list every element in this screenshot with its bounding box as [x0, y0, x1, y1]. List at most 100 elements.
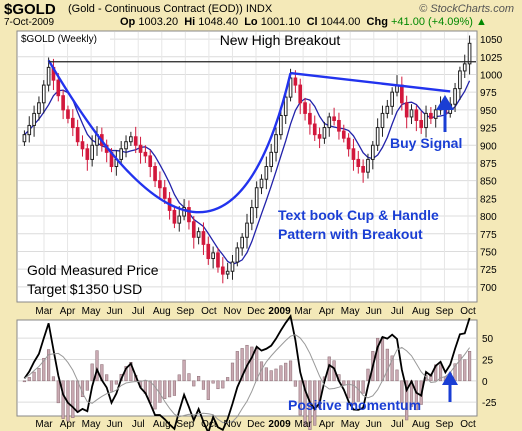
momentum-histogram-bar [385, 348, 389, 382]
momentum-histogram-bar [351, 380, 356, 406]
candle [337, 112, 341, 140]
momentum-histogram-bar [226, 377, 230, 382]
momentum-x-label: Jun [366, 419, 382, 430]
candle [61, 90, 65, 120]
ticker-symbol: $GOLD [4, 1, 56, 18]
momentum-histogram-bar [182, 359, 186, 382]
candle [385, 99, 390, 119]
candle [119, 141, 124, 165]
momentum-histogram-bar [47, 349, 51, 382]
candle [414, 105, 419, 132]
candle [172, 205, 177, 229]
momentum-histogram-bar [414, 380, 418, 411]
high-label: Hi [184, 16, 196, 28]
candle [143, 145, 148, 163]
candle [274, 127, 278, 162]
momentum-histogram-bar [71, 380, 75, 419]
price-x-label: Jul [132, 306, 145, 317]
momentum-histogram-bar [376, 337, 380, 382]
annotation-target-line-1: Gold Measured Price [27, 262, 159, 278]
candle [279, 109, 283, 140]
momentum-histogram-bar [221, 380, 225, 389]
momentum-tick-label: 50 [482, 334, 494, 345]
candle [138, 136, 143, 164]
momentum-histogram-bar [342, 380, 346, 386]
momentum-histogram-bar [438, 364, 443, 382]
candle [235, 242, 240, 267]
momentum-histogram-bar [163, 380, 167, 399]
annotation-positive-momentum: Positive momentum [288, 397, 421, 413]
momentum-histogram-bar [298, 380, 302, 416]
cup-curve [47, 59, 292, 214]
price-tick-label: 875 [480, 159, 497, 170]
candle [356, 150, 361, 174]
momentum-histogram-bar [284, 362, 288, 382]
candle [46, 57, 51, 92]
candle [390, 87, 394, 115]
candle [201, 222, 206, 255]
candle [162, 179, 167, 205]
momentum-histogram-bar [235, 351, 239, 382]
candle [225, 262, 230, 280]
price-x-label: Dec [247, 306, 265, 317]
price-tick-label: 800 [480, 212, 497, 223]
candle [298, 78, 303, 115]
candle [196, 227, 201, 245]
momentum-histogram-bar [56, 380, 60, 404]
annotation-cup-line-1: Text book Cup & Handle [278, 207, 439, 223]
momentum-histogram-bar [269, 370, 273, 382]
momentum-histogram-bar [274, 368, 278, 382]
price-tick-label: 750 [480, 247, 497, 258]
candle [37, 96, 41, 121]
candle [375, 118, 380, 151]
candle [458, 66, 462, 100]
price-tick-label: 700 [480, 283, 497, 294]
momentum-x-label: Mar [35, 419, 53, 430]
price-x-label: May [341, 306, 360, 317]
brand-watermark: © StockCharts.com [419, 3, 514, 15]
candle [148, 150, 153, 178]
momentum-x-label: Oct [460, 419, 476, 430]
price-tick-label: 1050 [480, 35, 503, 46]
momentum-tick-label: 25 [482, 355, 494, 366]
momentum-x-label: Sep [436, 419, 454, 430]
candle [70, 109, 75, 137]
price-tick-label: 1025 [480, 53, 503, 64]
price-x-label: 2009 [268, 306, 291, 317]
momentum-x-label: Nov [224, 419, 242, 430]
price-x-label: Apr [319, 306, 335, 317]
candle [124, 135, 128, 158]
momentum-histogram-bar [279, 365, 283, 382]
momentum-histogram-bar [27, 377, 31, 382]
momentum-x-label: Dec [247, 419, 265, 430]
candle [85, 143, 90, 171]
candle [303, 97, 307, 121]
candle [404, 95, 409, 129]
handle-line [290, 71, 451, 93]
price-tick-label: 775 [480, 230, 497, 241]
candle [80, 135, 85, 157]
price-x-label: Oct [460, 306, 476, 317]
candle [341, 124, 346, 143]
candle [216, 247, 220, 273]
candle [177, 206, 182, 232]
candle [269, 143, 274, 173]
momentum-histogram-bar [114, 380, 118, 385]
candle [361, 159, 365, 183]
momentum-arrow [442, 371, 458, 402]
momentum-histogram-bar [288, 360, 293, 382]
tag-box [18, 32, 110, 44]
price-tick-label: 925 [480, 124, 497, 135]
momentum-histogram-bar [42, 357, 46, 382]
quote-line: Op 1003.20 Hi 1048.40 Lo 1001.10 Cl 1044… [120, 16, 487, 28]
candle [429, 107, 433, 125]
momentum-histogram-bar [37, 368, 41, 382]
momentum-histogram-bar [95, 350, 99, 382]
candle [66, 105, 70, 124]
candle [462, 54, 467, 79]
up-arrow-icon: ▲ [476, 16, 487, 28]
momentum-histogram-bar [197, 376, 201, 382]
momentum-signal-line [24, 334, 470, 424]
price-tick-label: 825 [480, 194, 497, 205]
